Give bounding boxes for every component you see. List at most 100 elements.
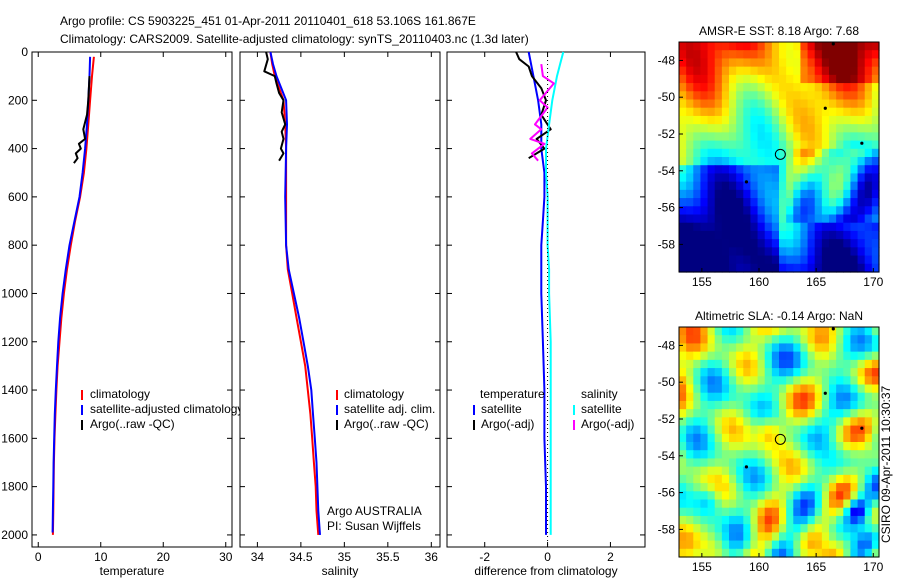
sla-map-cell [843, 376, 852, 386]
sla-map-cell [771, 491, 780, 501]
sla-map-cell [857, 417, 866, 427]
sla-map-cell [714, 351, 723, 361]
sst-map-cell [736, 222, 744, 232]
sst-map-cell [814, 181, 823, 191]
sla-map-cell [743, 425, 752, 435]
sla-map-cell [843, 524, 852, 533]
sst-map-island [860, 141, 864, 145]
sla-map-cell [714, 368, 723, 377]
sst-map-cell [871, 42, 880, 51]
sla-map-cell [871, 400, 880, 410]
sla-map-cell [800, 442, 809, 451]
sst-map-cell [693, 198, 702, 207]
sla-map-cell [800, 392, 809, 402]
sla-map-cell [871, 335, 880, 345]
sst-map-cell [821, 148, 830, 158]
sla-map-cell [793, 359, 802, 369]
sst-map-cell [714, 140, 723, 150]
sla-map-cell [843, 392, 852, 402]
sst-map-cell [757, 115, 766, 125]
salinity-annotation-line2: PI: Susan Wijffels [327, 519, 421, 533]
sla-map-cell [786, 548, 794, 558]
sla-map-cell [736, 450, 744, 460]
sst-map-cell [736, 255, 744, 265]
sst-map-cell [693, 222, 702, 232]
sst-map-cell [729, 124, 737, 133]
sst-map-cell [814, 99, 823, 109]
sst-map-cell [686, 83, 694, 92]
sst-map-cell [757, 214, 766, 224]
sla-map-cell [821, 466, 830, 476]
sla-map-cell [793, 400, 802, 410]
sst-map-cell [757, 247, 766, 257]
sst-map-cell [786, 255, 794, 265]
sla-map-cell [829, 532, 837, 542]
sst-map-cell [714, 189, 723, 199]
sst-map-cell [814, 239, 823, 248]
sst-map-cell [821, 115, 830, 125]
sst-map-cell [871, 222, 880, 232]
sst-map-cell [750, 83, 759, 92]
sla-map-cell [857, 409, 866, 418]
sla-map-cell [850, 351, 859, 361]
sst-map-cell [786, 247, 794, 257]
sst-map-cell [714, 66, 723, 76]
sla-map-cell [679, 425, 687, 435]
sla-map-cell [686, 368, 694, 377]
sst-map-cell [700, 239, 709, 248]
sla-map-cell [679, 433, 687, 443]
sst-map-cell [814, 83, 823, 92]
sst-map-cell [693, 50, 702, 60]
sla-map-cell [721, 548, 730, 558]
sst-map-cell [793, 263, 802, 273]
sst-map-cell [800, 181, 809, 191]
sla-map-cell [743, 384, 752, 394]
sst-map-cell [714, 230, 723, 240]
sst-map-cell [721, 198, 730, 207]
temperature-legend-label: satellite-adjusted climatology [90, 402, 243, 416]
sla-map-ytick-label: -52 [658, 412, 676, 426]
sla-map-cell [686, 491, 694, 501]
sla-map-cell [750, 327, 759, 336]
sst-map-cell [679, 42, 687, 51]
sla-map-cell [829, 359, 837, 369]
sst-map-ytick-label: -52 [658, 127, 676, 141]
sst-map-cell [729, 42, 737, 51]
sst-map-cell [850, 91, 859, 101]
sla-map-cell [729, 499, 737, 509]
sla-map-cell [843, 474, 852, 484]
sla-map-cell [800, 458, 809, 468]
sla-map-cell [786, 343, 794, 353]
sst-map-cell [829, 157, 837, 166]
sst-map-cell [836, 255, 844, 265]
sla-map-cell [800, 351, 809, 361]
sla-map-cell [871, 515, 880, 525]
temperature-ytick-label: 1000 [1, 286, 28, 300]
sst-map-cell [807, 181, 816, 191]
sst-map-cell [864, 132, 873, 142]
sla-map-cell [793, 351, 802, 361]
sla-map-cell [757, 532, 766, 542]
sst-map-cell [807, 83, 816, 92]
sst-map-cell [843, 239, 852, 248]
temperature-ytick-label: 600 [8, 190, 28, 204]
sla-map-cell [679, 392, 687, 402]
sla-map-cell [871, 442, 880, 451]
sst-map-cell [814, 50, 823, 60]
sst-map-cell [714, 198, 723, 207]
sst-map-cell [871, 181, 880, 191]
sla-map-cell [843, 442, 852, 451]
sla-map-cell [743, 433, 752, 443]
sst-map-cell [764, 247, 773, 257]
sla-map-cell [736, 466, 744, 476]
sla-map-cell [829, 548, 837, 558]
sla-map-cell [807, 450, 816, 460]
sla-map-cell [714, 392, 723, 402]
sst-map-cell [764, 214, 773, 224]
sla-map-cell [821, 450, 830, 460]
sla-map-cell [721, 376, 730, 386]
sla-map-cell [707, 548, 716, 558]
sst-map-cell [750, 222, 759, 232]
sla-map-cell [729, 483, 737, 492]
sla-map-cell [836, 343, 844, 353]
